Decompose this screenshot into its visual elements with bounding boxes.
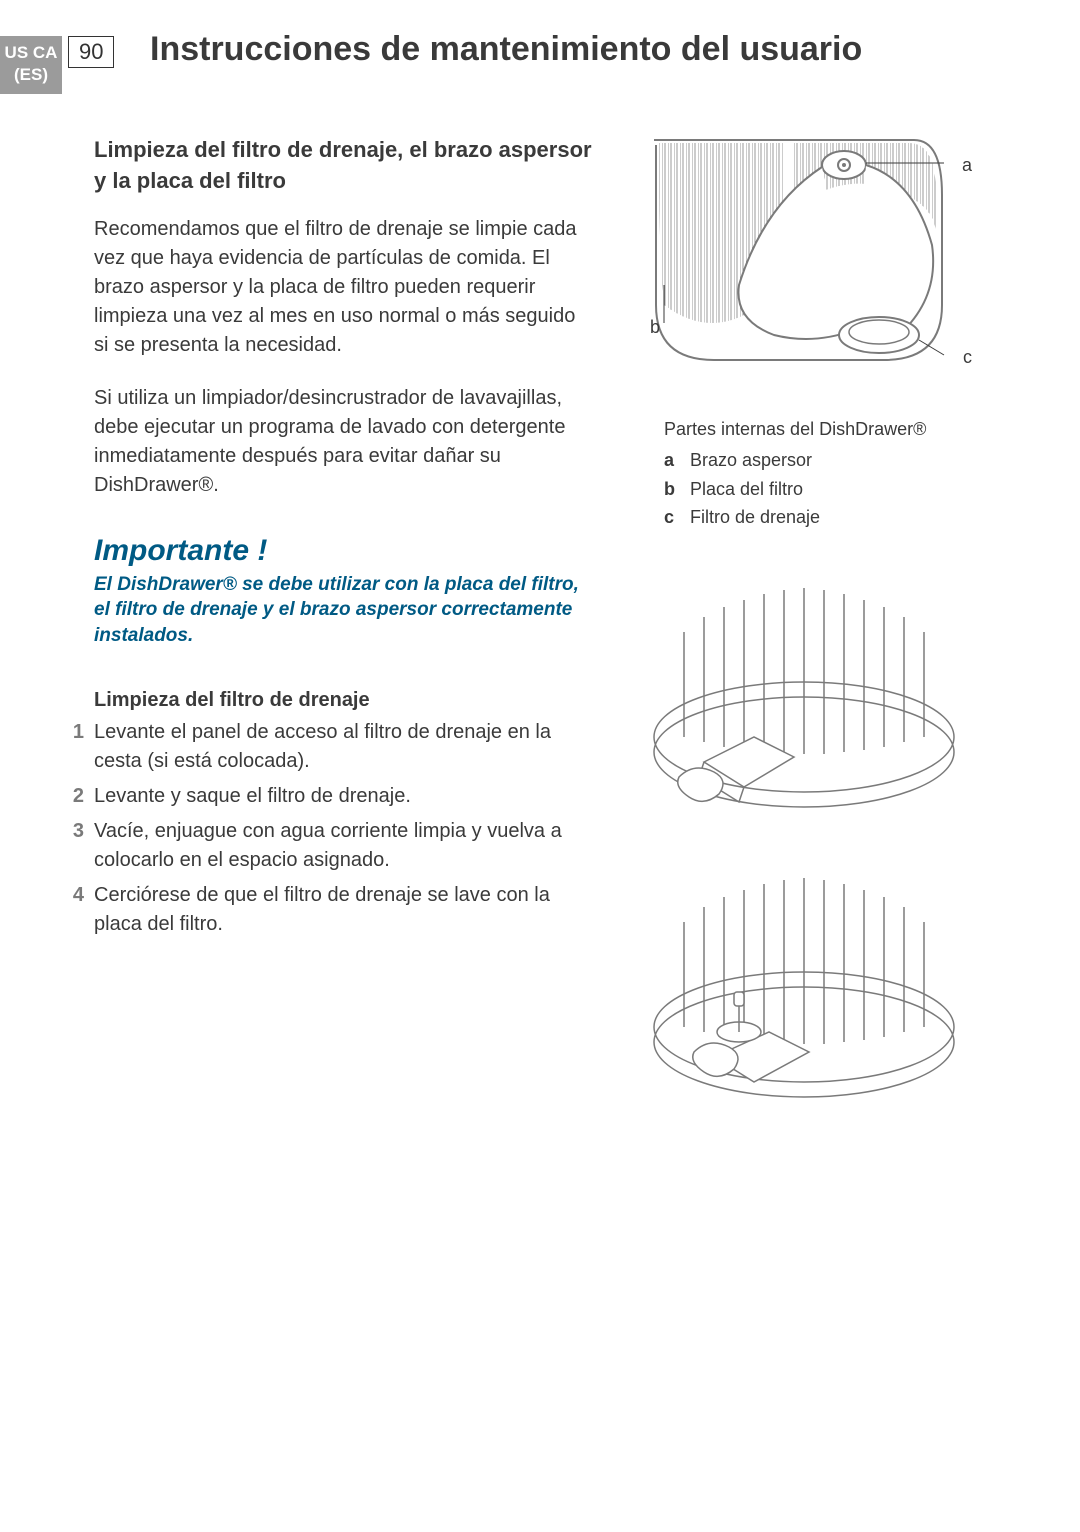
caption-text: Filtro de drenaje bbox=[690, 503, 820, 532]
caption-letter: a bbox=[664, 446, 680, 475]
step-item: 3 Vacíe, enjuague con agua corriente limp… bbox=[54, 817, 594, 875]
paragraph-2: Si utiliza un limpiador/desincrustrador … bbox=[94, 384, 594, 500]
page-number: 90 bbox=[68, 36, 114, 68]
diagram-caption: Partes internas del DishDrawer® a Brazo a… bbox=[664, 415, 994, 532]
step-item: 2 Levante y saque el filtro de drenaje. bbox=[54, 782, 594, 811]
caption-text: Placa del filtro bbox=[690, 475, 803, 504]
caption-letter: b bbox=[664, 475, 680, 504]
caption-row: a Brazo aspersor bbox=[664, 446, 994, 475]
step-text: Levante y saque el filtro de drenaje. bbox=[94, 785, 411, 807]
side-tab-line2: (ES) bbox=[0, 64, 62, 86]
step-text: Cerciórese de que el filtro de drenaje s… bbox=[94, 884, 550, 935]
step-text: Vacíe, enjuague con agua corriente limpi… bbox=[94, 820, 562, 871]
sub-heading: Limpieza del filtro de drenaje bbox=[94, 689, 594, 712]
side-tab-line1: US CA bbox=[0, 42, 62, 64]
callout-a: a bbox=[962, 155, 972, 176]
caption-title: Partes internas del DishDrawer® bbox=[664, 415, 994, 444]
parts-diagram: a b c bbox=[644, 135, 964, 395]
step-number: 2 bbox=[54, 782, 84, 811]
callout-b: b bbox=[650, 317, 660, 338]
content-area: Limpieza del filtro de drenaje, el brazo… bbox=[94, 135, 994, 1112]
page-title: Instrucciones de mantenimiento del usuar… bbox=[150, 30, 862, 69]
section-heading: Limpieza del filtro de drenaje, el brazo… bbox=[94, 135, 594, 197]
left-column: Limpieza del filtro de drenaje, el brazo… bbox=[94, 135, 594, 1112]
callout-c: c bbox=[963, 347, 972, 368]
caption-row: b Placa del filtro bbox=[664, 475, 994, 504]
caption-text: Brazo aspersor bbox=[690, 446, 812, 475]
basket-diagram-2 bbox=[644, 852, 964, 1112]
right-column: a b c Partes internas del DishDrawer® aB… bbox=[624, 135, 994, 1112]
step-number: 4 bbox=[54, 881, 84, 910]
steps-list: 1Levante el panel de acceso al filtro de… bbox=[94, 718, 594, 939]
important-heading: Importante ! bbox=[94, 534, 594, 568]
paragraph-1: Recomendamos que el filtro de drenaje se… bbox=[94, 215, 594, 360]
step-number: 3 bbox=[54, 817, 84, 846]
locale-side-tab: US CA (ES) bbox=[0, 36, 62, 94]
step-item: 1 Levante el panel de acceso al filtro de… bbox=[54, 718, 594, 776]
caption-row: c Filtro de drenaje bbox=[664, 503, 994, 532]
important-body: El DishDrawer® se debe utilizar con la p… bbox=[94, 572, 594, 649]
basket-diagram-1 bbox=[644, 562, 964, 822]
caption-letter: c bbox=[664, 503, 680, 532]
basket-svg-2 bbox=[644, 852, 964, 1112]
step-text: Levante el panel de acceso al filtro de … bbox=[94, 721, 551, 772]
basket-svg-1 bbox=[644, 562, 964, 822]
step-number: 1 bbox=[54, 718, 84, 747]
parts-diagram-svg bbox=[644, 135, 964, 395]
step-item: 4 Cerciórese de que el filtro de drenaje … bbox=[54, 881, 594, 939]
